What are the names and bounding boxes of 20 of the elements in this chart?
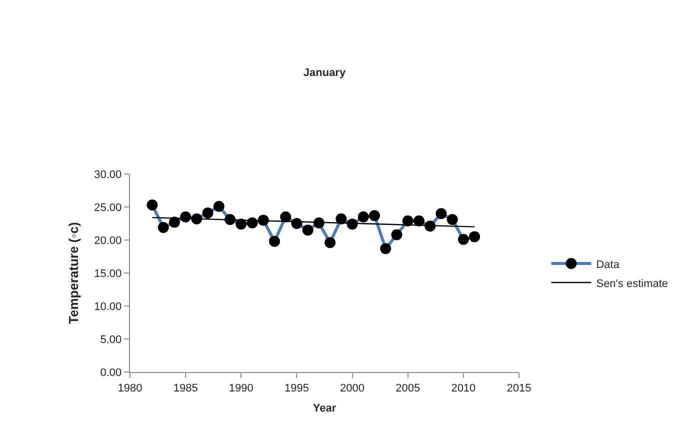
y-tick-label: 0.00 [100, 366, 122, 379]
chart-title: January [303, 66, 346, 79]
legend-label: Sen's estimate [596, 278, 668, 290]
legend-label: Data [596, 258, 620, 271]
y-tick-label: 5.00 [100, 334, 122, 346]
x-tick-label: 1995 [284, 382, 309, 394]
x-tick-label: 1990 [228, 382, 254, 394]
y-tick-label: 25.00 [94, 202, 122, 214]
x-tick-label: 2000 [340, 382, 365, 394]
y-tick-label: 15.00 [94, 268, 122, 280]
x-tick-label: 2015 [506, 382, 532, 394]
y-tick-label: 10.00 [94, 300, 122, 313]
x-tick-label: 1985 [173, 382, 198, 394]
y-tick-label: 20.00 [94, 234, 122, 247]
y-tick-label: 30.00 [94, 168, 122, 181]
x-axis-title: Year [312, 402, 337, 415]
x-tick-label: 1980 [118, 382, 142, 394]
x-tick-label: 2010 [451, 382, 476, 394]
y-axis-title: Temperature (◦c) [66, 222, 82, 324]
x-tick-label: 2005 [396, 382, 420, 394]
